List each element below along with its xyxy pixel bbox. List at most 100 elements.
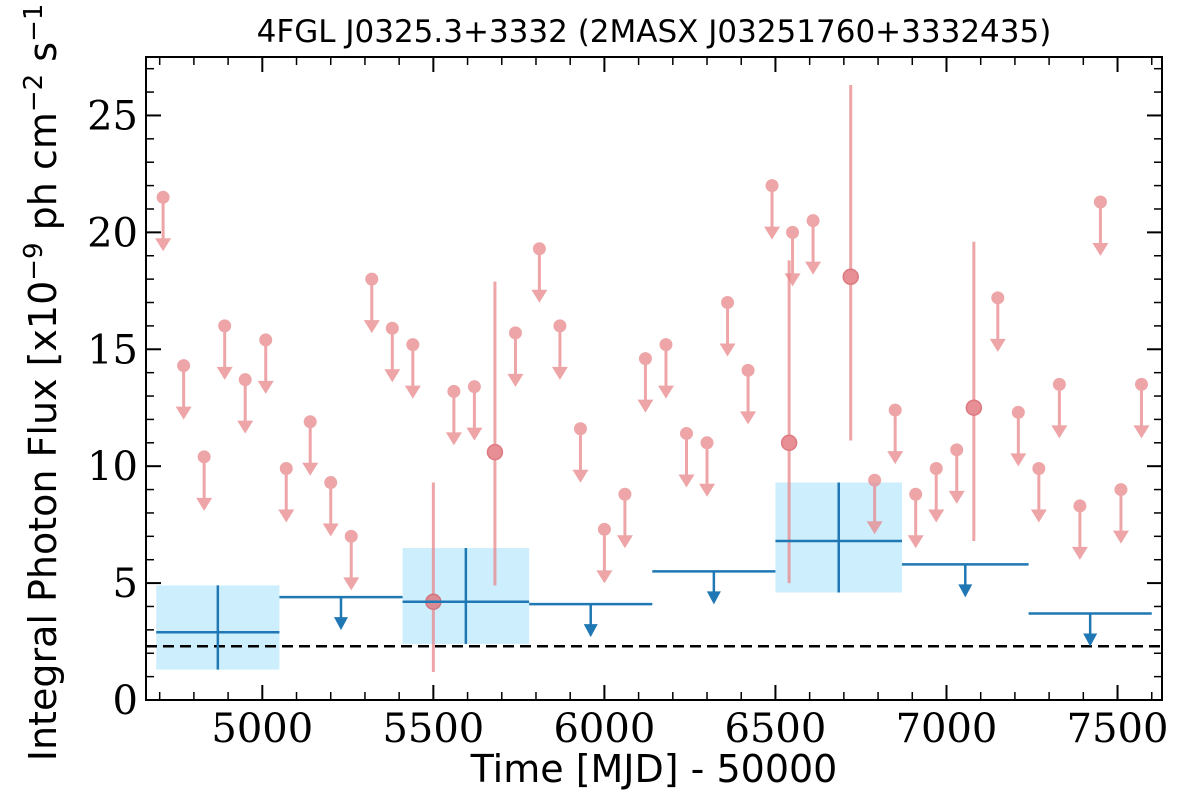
y-axis-title-end: ] — [21, 0, 65, 4]
upper-limit-arrowhead — [363, 320, 380, 334]
upper-limit-marker — [177, 359, 191, 373]
short-bin-upper-limit — [928, 462, 945, 523]
short-bin-upper-limit — [719, 296, 736, 357]
upper-limit-marker — [279, 462, 293, 476]
short-bin-upper-limit — [1071, 499, 1088, 560]
upper-limit-arrowhead — [1112, 530, 1129, 544]
long-bin-upper-limit-arrowhead — [583, 624, 598, 638]
upper-limit-arrowhead — [343, 577, 360, 591]
short-bin-upper-limit — [764, 179, 781, 240]
upper-limit-arrowhead — [1071, 546, 1088, 560]
upper-limit-marker — [721, 296, 735, 310]
short-bin-upper-limit — [384, 321, 401, 383]
long-bin-upper-limit-arrowhead — [706, 591, 721, 605]
y-axis-title-mid: ph cm — [21, 112, 65, 242]
upper-limit-marker — [156, 190, 170, 204]
short-bin-upper-limit — [257, 333, 274, 394]
short-bin-upper-limit — [1051, 377, 1068, 439]
plot-frame — [145, 56, 1163, 701]
x-tick-label: 6000 — [553, 706, 655, 752]
short-bin-upper-limit — [616, 487, 633, 549]
short-bin-upper-limit — [596, 522, 613, 584]
upper-limit-marker — [303, 415, 317, 429]
short-bin-upper-limit — [507, 326, 524, 387]
short-bin-upper-limit — [1112, 483, 1129, 544]
short-bin-upper-limit — [404, 338, 421, 399]
upper-limit-marker — [1093, 195, 1107, 209]
upper-limit-marker — [1114, 483, 1128, 497]
upper-limit-marker — [197, 450, 211, 464]
detection-marker — [965, 399, 983, 416]
upper-limit-arrowhead — [989, 338, 1006, 352]
upper-limit-arrowhead — [1010, 453, 1027, 467]
short-bin-upper-limit — [322, 476, 339, 537]
upper-limit-marker — [385, 321, 399, 335]
x-tick-label: 7000 — [896, 706, 998, 752]
upper-limit-marker — [406, 338, 420, 352]
short-bin-upper-limit — [551, 319, 568, 380]
short-bin-upper-limit — [866, 473, 883, 535]
upper-limit-marker — [1032, 462, 1046, 476]
upper-limit-arrowhead — [278, 509, 295, 523]
upper-limit-arrowhead — [719, 343, 736, 357]
y-axis-title-exp2: −2 — [19, 74, 49, 112]
detection-marker — [780, 434, 798, 452]
x-tick-label: 5000 — [211, 706, 313, 752]
upper-limit-arrowhead — [507, 373, 524, 387]
short-bin-upper-limit — [302, 415, 319, 476]
chart-title: 4FGL J0325.3+3332 (2MASX J03251760+33324… — [257, 14, 1052, 50]
upper-limit-arrowhead — [699, 483, 716, 497]
detection-marker — [486, 443, 504, 461]
x-tick-label: 5500 — [382, 706, 484, 752]
y-tick-label: 0 — [113, 678, 138, 724]
upper-limit-marker — [741, 363, 755, 377]
y-axis-title: Integral Photon Flux [x10−9 ph cm−2 s−1] — [19, 0, 65, 761]
upper-limit-arrowhead — [175, 406, 192, 420]
upper-limit-marker — [365, 272, 379, 286]
upper-limit-arrowhead — [466, 427, 483, 441]
upper-limit-arrowhead — [384, 369, 401, 383]
upper-limit-marker — [659, 338, 673, 352]
upper-limit-arrowhead — [257, 380, 274, 394]
short-bin-upper-limit — [784, 225, 801, 287]
short-bin-upper-limit — [363, 272, 380, 334]
upper-limit-arrowhead — [322, 523, 339, 537]
y-axis-title-exp1: −9 — [19, 242, 49, 280]
upper-limit-marker — [638, 352, 652, 366]
short-bin-upper-limit — [175, 359, 192, 420]
upper-limit-arrowhead — [657, 385, 674, 399]
upper-limit-arrowhead — [1092, 242, 1109, 256]
upper-limit-arrowhead — [1133, 425, 1150, 439]
long-bin-upper-limit-arrowhead — [333, 617, 348, 631]
short-bin-upper-limit — [445, 384, 462, 446]
upper-limit-marker — [532, 242, 546, 256]
short-bin-upper-limit — [531, 242, 548, 303]
upper-limit-marker — [868, 473, 882, 487]
y-tick-label: 5 — [113, 561, 138, 607]
short-bin-detection — [842, 85, 859, 441]
short-bin-upper-limit — [699, 436, 716, 497]
y-tick-label: 15 — [87, 327, 138, 373]
short-bin-upper-limit — [572, 422, 589, 483]
upper-limit-marker — [888, 403, 902, 417]
upper-limit-arrowhead — [302, 462, 319, 476]
upper-limit-marker — [679, 426, 693, 440]
short-bin-upper-limit — [466, 380, 483, 441]
short-bin-upper-limit — [1133, 377, 1150, 439]
upper-limit-marker — [324, 476, 338, 490]
upper-limit-arrowhead — [616, 535, 633, 549]
upper-limit-marker — [700, 436, 714, 450]
upper-limit-arrowhead — [678, 474, 695, 488]
upper-limit-marker — [909, 487, 923, 501]
upper-limit-arrowhead — [596, 570, 613, 584]
x-tick-label: 6500 — [725, 706, 827, 752]
upper-limit-marker — [218, 319, 232, 333]
upper-limit-arrowhead — [907, 535, 924, 549]
y-axis-title-exp3: −1 — [19, 4, 49, 42]
x-tick-label: 7500 — [1067, 706, 1169, 752]
y-axis-title-mid2: s — [21, 42, 65, 74]
short-bin-upper-limit — [1092, 195, 1109, 256]
short-bin-detection — [965, 241, 983, 542]
plot-area: 5000 5500 6000 6500 7000 7500 0 5 10 15 20 25 — [87, 56, 1169, 752]
y-tick-label: 25 — [87, 93, 138, 139]
